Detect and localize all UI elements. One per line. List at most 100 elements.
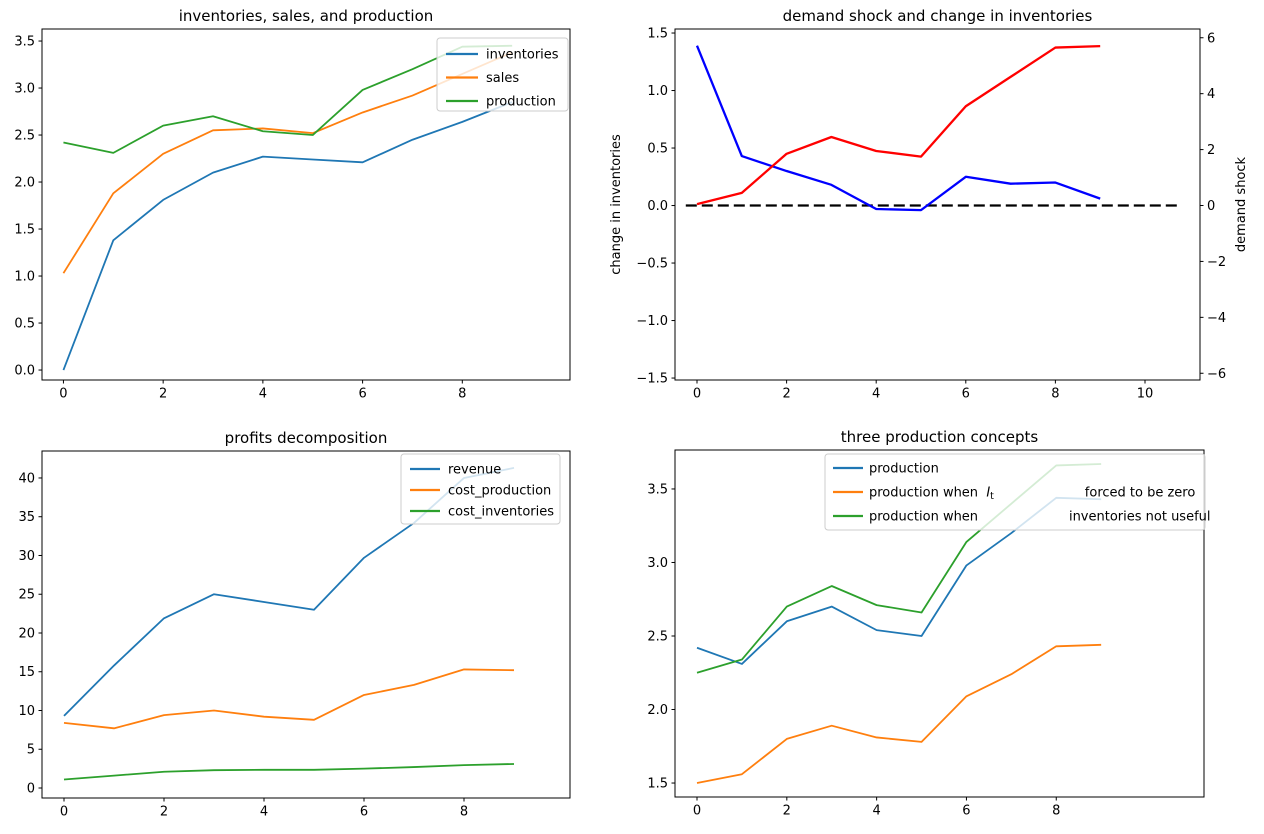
y-tick-label: 5	[27, 743, 35, 758]
y-tick-label: 2.5	[647, 629, 668, 644]
y2-tick-label: 2	[1207, 143, 1215, 158]
y-tick-label: 1.5	[647, 777, 668, 792]
x-tick-label: 8	[460, 805, 468, 820]
x-tick-label: 2	[160, 805, 168, 820]
legend-label-cost-inventories: cost_inventories	[448, 505, 554, 520]
series-line-production-when-i-t-forced-to-be-zero	[696, 643, 1102, 784]
y-tick-label: 10	[18, 704, 35, 719]
legend-label-revenue: revenue	[448, 463, 501, 478]
x-axis: 0 2 4 6 8 10	[693, 380, 1153, 402]
x-tick-label: 4	[260, 805, 268, 820]
legend: revenue cost_production cost_inventories	[400, 453, 561, 525]
y-tick-label: 3.0	[14, 82, 35, 97]
axes-spines	[674, 28, 1201, 381]
series-line-cost-production	[63, 668, 515, 730]
y-tick-label: 2.5	[14, 129, 35, 144]
x-axis: 0 2 4 6 8	[59, 380, 466, 402]
subplot-three-production-concepts: 0 2 4 6 8 1.5 2.0 2.5 3.0 3.5 three production con…	[647, 428, 1210, 819]
y-tick-label: 0.0	[647, 199, 668, 214]
x-tick-label: 0	[59, 387, 67, 402]
x-tick-label: 6	[962, 804, 970, 819]
legend-label-production-when-inventories-not-useful: production when inventories not useful	[869, 510, 1211, 525]
y2-tick-label: −4	[1207, 311, 1226, 326]
axes-spines	[41, 450, 571, 799]
y-tick-label: 3.5	[647, 482, 668, 497]
y2-tick-label: −6	[1207, 367, 1226, 382]
y-axis-left: 1.5 2.0 2.5 3.0 3.5	[647, 482, 675, 792]
y-tick-label: 30	[18, 549, 35, 564]
y-axis-left: −1.5 −1.0 −0.5 0.0 0.5 1.0 1.5	[636, 27, 675, 387]
y-tick-label: 25	[18, 588, 35, 603]
y-tick-label: 2.0	[14, 176, 35, 191]
y-axis-right: −6 −4 −2 0 2 4 6	[1200, 31, 1226, 382]
y-axis-label-left: change in inventories	[609, 134, 624, 275]
legend: inventories sales production	[436, 37, 569, 112]
axes-spines	[674, 449, 1205, 798]
y-tick-label: 35	[18, 510, 35, 525]
y-tick-label: 0.0	[14, 364, 35, 379]
y-tick-label: 1.5	[14, 223, 35, 238]
x-axis: 0 2 4 6 8	[693, 797, 1060, 819]
x-tick-label: 2	[783, 804, 791, 819]
y-axis-left: 0 5 10 15 20 25 30 35 40	[18, 471, 42, 797]
y-tick-label: 40	[18, 471, 35, 486]
y2-tick-label: −2	[1207, 255, 1226, 270]
x-tick-label: 8	[1052, 804, 1060, 819]
y-tick-label: −0.5	[636, 257, 668, 272]
legend-label-sales: sales	[486, 71, 519, 86]
x-tick-label: 0	[60, 805, 68, 820]
y-tick-label: −1.5	[636, 372, 668, 387]
y-tick-label: 0.5	[647, 142, 668, 157]
y-axis-label-right: demand shock	[1234, 156, 1249, 252]
x-tick-label: 4	[872, 804, 880, 819]
x-tick-label: 0	[693, 387, 701, 402]
series-line-demand-shock	[696, 44, 1101, 206]
y-tick-label: 15	[18, 665, 35, 680]
y-tick-label: 3.5	[14, 35, 35, 50]
y2-tick-label: 4	[1207, 87, 1215, 102]
y-tick-label: 20	[18, 626, 35, 641]
x-tick-label: 4	[259, 387, 267, 402]
series-line-change-in-inventories	[695, 45, 1101, 212]
series-line-cost-inventories	[63, 763, 515, 781]
y-axis-left: 0.0 0.5 1.0 1.5 2.0 2.5 3.0 3.5	[14, 35, 42, 379]
y-tick-label: 0.5	[14, 317, 35, 332]
x-tick-label: 2	[782, 387, 790, 402]
y-tick-label: 3.0	[647, 556, 668, 571]
y-tick-label: 1.0	[647, 84, 668, 99]
y-tick-label: 1.5	[647, 27, 668, 42]
chart-title: profits decomposition	[225, 429, 388, 447]
y-tick-label: 0	[27, 782, 35, 797]
subplot-demand-shock-change-in-inventories: 0 2 4 6 8 10 −1.5 −1.0 −0.5 0.0 0.5 1.0 1.5 −6 −4 −2 0 2 4…	[609, 7, 1249, 402]
x-tick-label: 10	[1137, 387, 1154, 402]
legend-label-production: production	[869, 462, 939, 477]
x-axis: 0 2 4 6 8	[60, 798, 468, 820]
legend-frame	[400, 453, 561, 525]
x-tick-label: 6	[358, 387, 366, 402]
legend: production production when It forced to b…	[824, 453, 1211, 531]
x-tick-label: 0	[693, 804, 701, 819]
legend-label-cost-production: cost_production	[448, 484, 551, 499]
x-tick-label: 6	[962, 387, 970, 402]
x-tick-label: 8	[1051, 387, 1059, 402]
x-tick-label: 6	[360, 805, 368, 820]
axes-spines	[41, 28, 571, 381]
subplot-inventories-sales-production: 0 2 4 6 8 0.0 0.5 1.0 1.5 2.0 2.5 3.0 3.5 inventories…	[14, 7, 571, 402]
y2-tick-label: 0	[1207, 199, 1215, 214]
x-tick-label: 8	[458, 387, 466, 402]
legend-label-production: production	[486, 95, 556, 110]
y2-tick-label: 6	[1207, 31, 1215, 46]
series-line-inventories	[62, 101, 513, 371]
subplot-profits-decomposition: 0 2 4 6 8 0 5 10 15 20 25 30 35 40 profits decompositi…	[18, 429, 571, 820]
chart-title: inventories, sales, and production	[179, 7, 434, 25]
chart-title: demand shock and change in inventories	[783, 7, 1093, 25]
legend-label-inventories: inventories	[486, 48, 559, 63]
x-tick-label: 4	[872, 387, 880, 402]
legend-label-production-when-i-t-forced-to-be-zero: production when It forced to be zero	[869, 486, 1195, 503]
legend-frame	[824, 453, 1206, 531]
y-tick-label: 2.0	[647, 703, 668, 718]
x-tick-label: 2	[159, 387, 167, 402]
legend-frame	[436, 37, 569, 112]
